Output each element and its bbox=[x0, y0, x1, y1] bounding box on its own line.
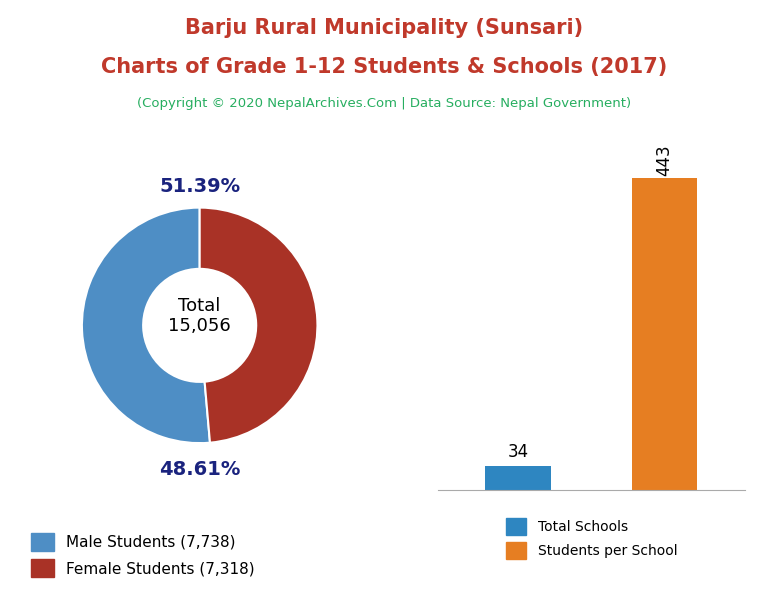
Wedge shape bbox=[200, 208, 317, 442]
Text: Total
15,056: Total 15,056 bbox=[168, 297, 231, 336]
Text: Barju Rural Municipality (Sunsari): Barju Rural Municipality (Sunsari) bbox=[185, 18, 583, 38]
Wedge shape bbox=[82, 208, 210, 443]
Text: 48.61%: 48.61% bbox=[159, 460, 240, 479]
Text: (Copyright © 2020 NepalArchives.Com | Data Source: Nepal Government): (Copyright © 2020 NepalArchives.Com | Da… bbox=[137, 97, 631, 110]
Bar bbox=[631, 179, 697, 490]
Legend: Total Schools, Students per School: Total Schools, Students per School bbox=[505, 518, 677, 559]
Bar bbox=[485, 466, 551, 490]
Legend: Male Students (7,738), Female Students (7,318): Male Students (7,738), Female Students (… bbox=[31, 533, 254, 577]
Text: 34: 34 bbox=[508, 444, 529, 461]
Text: Charts of Grade 1-12 Students & Schools (2017): Charts of Grade 1-12 Students & Schools … bbox=[101, 57, 667, 77]
Text: 443: 443 bbox=[656, 144, 674, 176]
Text: 51.39%: 51.39% bbox=[159, 177, 240, 196]
